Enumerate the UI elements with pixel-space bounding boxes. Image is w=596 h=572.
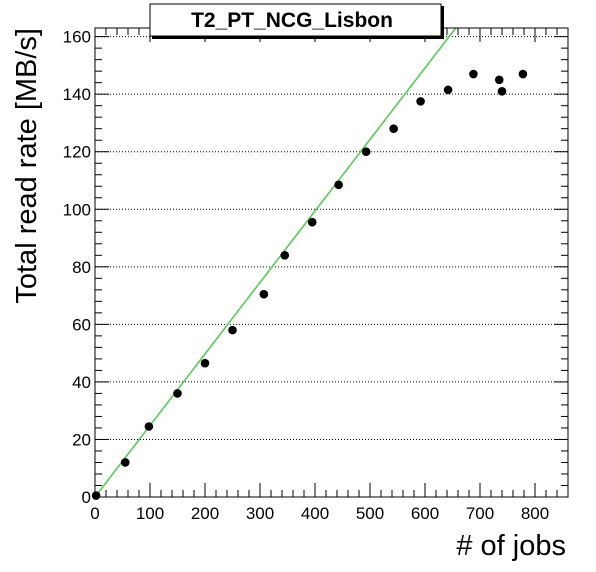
data-points xyxy=(91,69,528,500)
y-tick-label: 140 xyxy=(63,85,91,104)
y-tick-label: 0 xyxy=(82,488,91,507)
data-point xyxy=(494,75,504,85)
chart-title: T2_PT_NCG_Lisbon xyxy=(191,9,393,32)
y-tick-label: 160 xyxy=(63,28,91,47)
data-point xyxy=(334,180,343,190)
data-point xyxy=(91,491,101,500)
x-tick-label: 500 xyxy=(356,504,384,523)
tick-labels: 0 100 200 300 400 500 600 700 800 0 20 40 60 80 100 120… xyxy=(63,28,550,523)
data-point xyxy=(443,85,453,95)
x-tick-label: 200 xyxy=(191,504,219,523)
data-point xyxy=(144,422,154,431)
title-box: T2_PT_NCG_Lisbon xyxy=(149,3,444,39)
y-tick-label: 120 xyxy=(63,143,91,162)
data-point xyxy=(280,251,290,260)
data-point xyxy=(518,69,528,79)
x-tick-label: 300 xyxy=(246,504,274,523)
data-point xyxy=(361,147,371,157)
y-tick-label: 20 xyxy=(72,430,91,449)
y-tick-label: 80 xyxy=(72,258,91,277)
x-tick-label: 600 xyxy=(411,504,439,523)
x-tick-label: 700 xyxy=(466,504,494,523)
data-point xyxy=(228,325,237,335)
x-tick-label: 800 xyxy=(521,504,549,523)
title-box-frame xyxy=(149,3,442,37)
data-point xyxy=(259,289,269,299)
data-point xyxy=(120,458,130,467)
data-point xyxy=(200,358,210,368)
y-axis-title: Total read rate [MB/s] xyxy=(11,28,43,304)
fit-line xyxy=(94,27,457,498)
data-point xyxy=(469,69,478,79)
x-tick-label: 0 xyxy=(90,504,99,523)
data-point xyxy=(389,124,398,134)
x-tick-label: 400 xyxy=(301,504,329,523)
data-point xyxy=(416,97,425,106)
data-point xyxy=(173,389,182,398)
x-axis-title: # of jobs xyxy=(456,530,566,562)
data-point xyxy=(497,87,507,96)
y-tick-label: 60 xyxy=(72,315,91,334)
y-tick-label: 100 xyxy=(63,200,91,219)
data-point xyxy=(307,217,317,227)
y-tick-label: 40 xyxy=(72,373,91,392)
x-tick-label: 100 xyxy=(136,504,164,523)
fit-line-group xyxy=(94,27,457,498)
